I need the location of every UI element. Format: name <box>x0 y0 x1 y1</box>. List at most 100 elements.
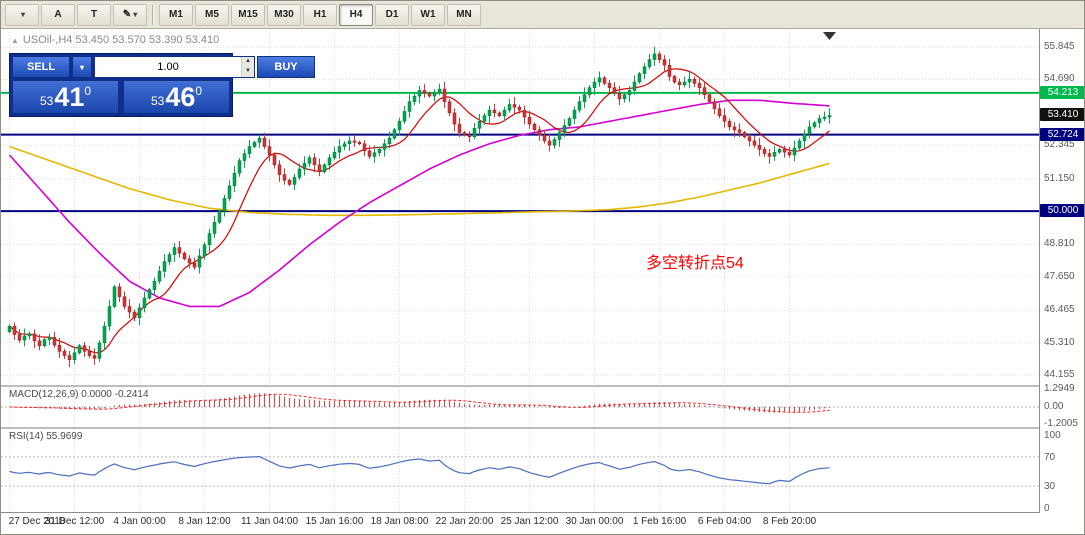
candle-body <box>557 132 562 140</box>
candle-body <box>772 151 777 157</box>
panel-separator[interactable] <box>1 385 1084 387</box>
timeframe-w1-button[interactable]: W1 <box>411 3 445 26</box>
ask-price-tile[interactable]: 53 46 0 <box>123 80 230 114</box>
candle-body <box>12 325 17 335</box>
candle-body <box>617 92 622 100</box>
candle-body <box>462 132 467 136</box>
candle-body <box>152 280 157 290</box>
candle-body <box>32 333 37 341</box>
rsi-axis-label: 0 <box>1044 503 1050 514</box>
candle-body <box>57 344 62 352</box>
candle-body <box>742 132 747 137</box>
candle-body <box>387 137 392 144</box>
volume-decrease-button[interactable]: ▼ <box>242 67 254 77</box>
timeframe-d1-button[interactable]: D1 <box>375 3 409 26</box>
time-axis-label: 22 Jan 20:00 <box>435 516 494 527</box>
candle-body <box>717 108 722 116</box>
candle-body <box>42 339 47 346</box>
rsi-axis-label: 30 <box>1044 481 1056 493</box>
candle-body <box>467 134 472 137</box>
label-tool-button[interactable]: T <box>77 3 111 26</box>
draw-tool-button[interactable]: ✎ ▾ <box>113 3 147 26</box>
candle-body <box>397 121 402 130</box>
ma-mid-line <box>8 99 830 308</box>
candle-body <box>657 53 662 60</box>
candle-body <box>302 163 307 170</box>
candle-body <box>122 296 127 307</box>
up-triangle-icon: ▲ <box>11 35 19 45</box>
candle-body <box>747 136 752 142</box>
price-axis-label: 48.810 <box>1044 238 1075 250</box>
timeframe-h4-button[interactable]: H4 <box>339 3 373 26</box>
candle-body <box>192 262 197 268</box>
chevron-down-icon: ▾ <box>20 10 25 19</box>
candle-body <box>432 92 437 97</box>
chart-template-dropdown[interactable]: ▾ <box>5 3 39 26</box>
candle-body <box>72 352 77 361</box>
time-axis-label: 11 Jan 04:00 <box>240 516 299 527</box>
time-axis[interactable]: 27 Dec 2018 31 Dec 12:00 4 Jan 00:00 8 Jan … <box>1 513 1039 534</box>
time-axis-label: 4 Jan 00:00 <box>113 516 166 527</box>
candle-body <box>457 123 462 133</box>
candle-body <box>22 335 27 341</box>
candle-body <box>602 77 607 84</box>
bid-price-tile[interactable]: 53 41 0 <box>12 80 119 114</box>
candle-body <box>362 143 367 152</box>
volume-increase-button[interactable]: ▲ <box>242 57 254 67</box>
candle-body <box>687 78 692 83</box>
sell-button[interactable]: SELL <box>12 56 70 78</box>
panel-separator[interactable] <box>1 427 1084 429</box>
buy-button[interactable]: BUY <box>257 56 315 78</box>
candle-body <box>402 111 407 122</box>
candle-body <box>77 345 82 353</box>
candle-body <box>792 147 797 156</box>
candle-body <box>377 149 382 153</box>
volume-box: ▲ ▼ <box>94 56 255 78</box>
text-tool-button[interactable]: A <box>41 3 75 26</box>
timeframe-m5-button[interactable]: M5 <box>195 3 229 26</box>
candle-body <box>217 210 222 223</box>
candle-body <box>677 81 682 86</box>
candle-body <box>567 118 572 126</box>
candle-body <box>312 157 317 166</box>
timeframe-m15-button[interactable]: M15 <box>231 3 265 26</box>
ask-price-big: 46 <box>165 82 196 112</box>
candle-body <box>767 153 772 157</box>
price-axis[interactable]: 55.845 54.690 52.345 51.150 50.000 48.810 47.6… <box>1039 29 1084 514</box>
symbol-ohlc-text: USOil-,H4 53.450 53.570 53.390 53.410 <box>22 34 220 46</box>
timeframe-m30-button[interactable]: M30 <box>267 3 301 26</box>
candle-body <box>87 351 92 356</box>
volume-input[interactable] <box>95 57 241 77</box>
price-axis-label: 51.150 <box>1044 172 1075 184</box>
candle-body <box>607 83 612 88</box>
candle-body <box>262 137 267 147</box>
timeframe-h1-button[interactable]: H1 <box>303 3 337 26</box>
chart-end-marker <box>823 32 836 40</box>
candle-body <box>537 129 542 136</box>
candle-body <box>27 333 32 337</box>
price-axis-label: 55.845 <box>1044 41 1075 53</box>
candle-body <box>732 126 737 130</box>
candle-body <box>202 244 207 257</box>
order-type-dropdown[interactable]: ▾ <box>72 56 92 78</box>
candle-body <box>627 90 632 95</box>
candle-body <box>667 64 672 77</box>
candle-body <box>507 104 512 111</box>
macd-axis-label: 1.2949 <box>1044 383 1075 395</box>
timeframe-m1-button[interactable]: M1 <box>159 3 193 26</box>
macd-axis-label: -1.2005 <box>1044 417 1078 429</box>
candle-body <box>112 286 117 307</box>
candle-body <box>272 154 277 166</box>
candle-body <box>342 143 347 147</box>
candle-body <box>107 306 112 327</box>
candle-body <box>187 258 192 264</box>
candle-body <box>582 94 587 102</box>
candle-body <box>252 142 257 147</box>
candle-body <box>472 128 477 137</box>
candle-body <box>712 101 717 109</box>
candle-body <box>127 306 132 313</box>
candle-body <box>807 126 812 135</box>
timeframe-mn-button[interactable]: MN <box>447 3 481 26</box>
candle-body <box>7 325 12 332</box>
